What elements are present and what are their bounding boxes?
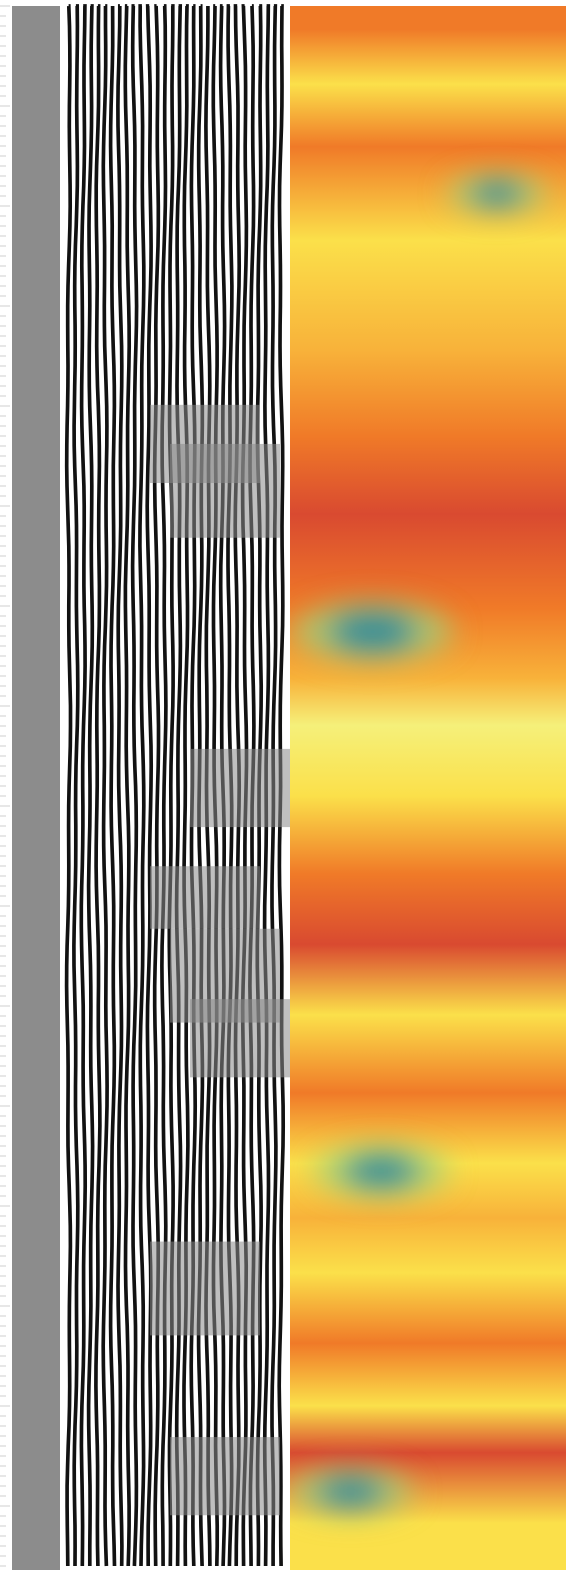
waveform-trace — [64, 4, 73, 1567]
gamma-gray-track — [12, 6, 60, 1570]
waveform-trace — [130, 4, 139, 1567]
heatmap-anomaly-core — [470, 180, 524, 207]
waveform-trace — [123, 4, 132, 1567]
heatmap-base — [290, 6, 566, 1570]
waveform-noise-patch — [190, 748, 300, 828]
waveform-track — [64, 4, 300, 1567]
waveform-trace — [101, 4, 109, 1567]
waveform-trace — [108, 5, 117, 1567]
waveform-trace — [116, 4, 124, 1567]
heatmap-anomaly-core — [328, 610, 417, 653]
waveform-trace — [94, 4, 102, 1567]
waveform-trace — [138, 4, 146, 1567]
waveform-noise-patch — [190, 999, 300, 1078]
waveform-noise-patch — [150, 1241, 260, 1336]
heatmap-track — [290, 6, 566, 1570]
depth-scale — [0, 5, 10, 1567]
waveform-trace — [79, 4, 88, 1567]
heatmap-anomaly-core — [343, 1153, 419, 1189]
waveform-noise-patch — [170, 1437, 280, 1516]
waveform-noise-patch — [150, 866, 260, 929]
waveform-trace — [86, 4, 95, 1566]
heatmap-anomaly-core — [316, 1475, 385, 1509]
waveform-noise-patch — [170, 443, 280, 538]
heatmap-anomalies — [290, 174, 547, 1516]
waveform-trace — [72, 4, 80, 1567]
